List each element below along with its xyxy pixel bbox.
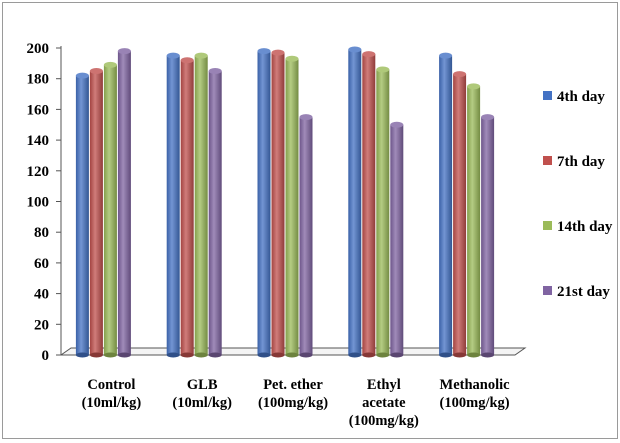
category-label: Pet. ether (100mg/kg) bbox=[258, 377, 328, 411]
legend-label: 14th day bbox=[557, 219, 613, 235]
legend-label: 7th day bbox=[557, 154, 605, 170]
y-tick-label: 120 bbox=[27, 164, 50, 180]
legend-item: 14th day bbox=[543, 219, 613, 235]
bar bbox=[103, 61, 117, 358]
bar bbox=[376, 66, 390, 358]
y-tick-label: 100 bbox=[27, 195, 50, 211]
bar bbox=[453, 71, 467, 358]
legend-label: 4th day bbox=[557, 89, 605, 105]
bar bbox=[362, 51, 376, 358]
legend-item: 7th day bbox=[543, 154, 605, 170]
bar bbox=[257, 48, 271, 358]
y-tick-label: 40 bbox=[34, 287, 49, 303]
legend-swatch bbox=[543, 91, 552, 100]
bar bbox=[467, 83, 481, 358]
legend-swatch bbox=[543, 156, 552, 165]
bar bbox=[439, 52, 453, 358]
bar bbox=[208, 68, 222, 358]
y-tick-label: 140 bbox=[27, 133, 50, 149]
bar bbox=[299, 114, 313, 358]
y-tick-label: 20 bbox=[34, 317, 49, 333]
legend-swatch bbox=[543, 286, 552, 295]
y-tick-label: 200 bbox=[27, 41, 50, 57]
bar bbox=[166, 52, 180, 358]
bar bbox=[180, 57, 194, 358]
bar bbox=[481, 114, 495, 358]
legend-swatch bbox=[543, 221, 552, 230]
bar bbox=[194, 52, 208, 358]
bar bbox=[348, 46, 362, 358]
legend-item: 4th day bbox=[543, 89, 605, 105]
legend-item: 21st day bbox=[543, 284, 610, 300]
bar bbox=[285, 55, 299, 358]
bar bbox=[75, 72, 89, 358]
category-label: Methanolic (100mg/kg) bbox=[440, 377, 511, 411]
legend-label: 21st day bbox=[557, 284, 610, 300]
bar-chart: 0 20 40 60 80 100 120 140 160 180 200 Control (10ml… bbox=[27, 41, 613, 429]
bar bbox=[271, 49, 285, 358]
y-tick-label: 0 bbox=[42, 348, 50, 364]
category-label: Control (10ml/kg) bbox=[82, 377, 142, 411]
y-tick-label: 160 bbox=[27, 102, 50, 118]
y-tick-label: 80 bbox=[34, 225, 49, 241]
y-tick-label: 60 bbox=[34, 256, 49, 272]
category-labels: Control (10ml/kg) GLB (10ml/kg) Pet. ether (1… bbox=[82, 377, 511, 429]
bar bbox=[117, 48, 131, 358]
bar bbox=[89, 68, 103, 358]
category-label: Ethyl acetate (100mg/kg) bbox=[349, 377, 419, 429]
y-tick-labels: 0 20 40 60 80 100 120 140 160 180 200 bbox=[27, 41, 50, 364]
bars bbox=[75, 46, 495, 358]
legend: 4th day 7th day 14th day 21st day bbox=[543, 89, 613, 300]
y-tick-label: 180 bbox=[27, 72, 50, 88]
bar bbox=[390, 121, 404, 358]
category-label: GLB (10ml/kg) bbox=[172, 377, 232, 411]
